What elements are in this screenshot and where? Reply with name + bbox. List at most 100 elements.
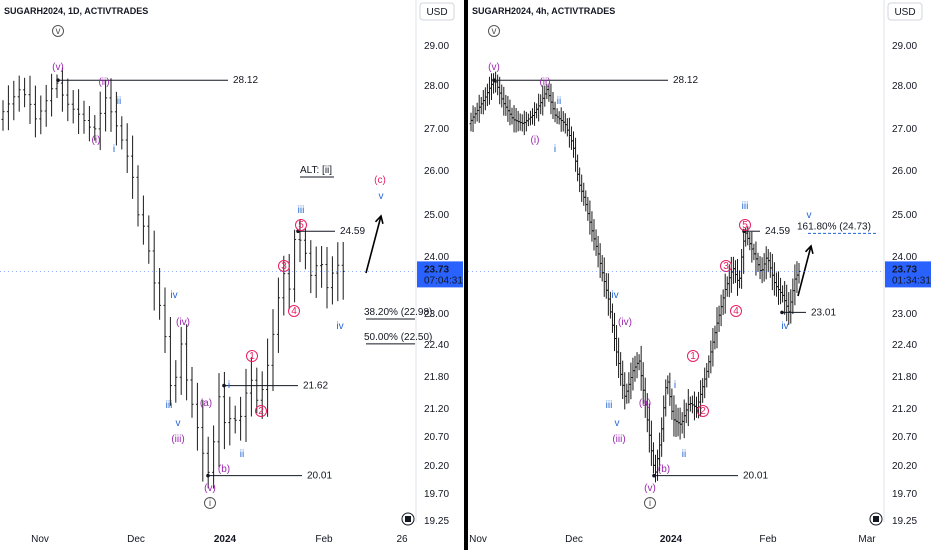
wave-label: (a) [639,398,651,409]
wave-label: (i) [531,135,540,146]
ohlc-bar [535,103,539,119]
last-price-countdown: 01:34:31 [892,275,931,286]
ohlc-bar [795,261,799,293]
ohlc-bar [596,235,600,268]
wave-label: 5 [742,220,748,231]
ohlc-bar [709,340,713,374]
ohlc-bar [533,102,537,126]
ohlc-bar [621,360,625,400]
ohlc-bar [543,85,547,107]
x-tick-label: Dec [565,534,583,545]
ohlc-bar [282,255,286,316]
y-tick-label: 27.00 [892,124,917,135]
currency-label: USD [894,7,915,18]
ohlc-bar [266,338,270,417]
ohlc-bar [649,420,653,466]
level-label: 24.59 [765,226,790,237]
ohlc-bar [793,264,797,306]
ohlc-bar [666,375,670,395]
ohlc-bar [490,73,493,101]
ohlc-bar [738,270,742,289]
wave-label: (a) [200,398,212,409]
ohlc-bar [631,357,635,391]
ohlc-bar [774,272,778,297]
ohlc-bar [664,379,668,417]
chart-panel-1d[interactable]: USD SUGARH2024, 1D, ACTIVTRADES 29.00 28.00… [0,0,464,550]
y-tick-label: 28.00 [424,81,449,92]
ohlc-bar [748,231,752,251]
wave-label: ii [117,96,121,107]
ohlc-bar [576,154,580,182]
chart-svg-right[interactable]: USD SUGARH2024, 4h, ACTIVTRADES 29.00 28.00… [468,0,932,550]
ohlc-bar [742,228,746,274]
ohlc-bar [758,256,762,280]
ohlc-bar [506,96,510,122]
level-anchor-dot [56,78,60,82]
wave-label: iv [781,321,788,332]
wave-label: (v) [204,483,216,494]
y-tick-label: 28.00 [892,81,917,92]
ohlc-bar [705,363,709,388]
ohlc-bar [625,383,629,404]
wave-label: v [807,210,812,221]
ohlc-bar [44,84,48,127]
wave-label: (ii) [539,77,550,88]
ohlc-bar [244,368,248,442]
ohlc-bar [217,373,221,468]
level-label: 20.01 [307,471,332,482]
ohlc-bar [498,76,502,105]
chart-svg-left[interactable]: USD SUGARH2024, 1D, ACTIVTRADES 29.00 28.00… [0,0,464,550]
ohlc-bar [541,85,545,116]
x-tick-label: Nov [469,534,487,545]
ohlc-bar [555,108,559,124]
wave-label: (v) [52,62,64,73]
y-tick-label: 21.20 [892,404,917,415]
ohlc-bar [1,100,5,131]
wave-label-circle [697,405,709,417]
ohlc-bar [551,92,555,120]
wave-label: i [113,144,115,155]
ohlc-bar [320,245,324,288]
chart-panel-4h[interactable]: USD SUGARH2024, 4h, ACTIVTRADES 29.00 28.00… [468,0,932,550]
wave-label: iii [742,201,749,212]
y-tick-label: 20.70 [424,432,449,443]
ohlc-bar [512,105,516,133]
ohlc-bar [104,80,108,132]
wave-label-circle [288,305,300,317]
ohlc-bar [703,367,707,399]
y-tick-label: 22.40 [892,340,917,351]
wave-label-circle [255,405,267,417]
ohlc-bar [557,111,561,125]
ohlc-bar [582,182,586,206]
ohlc-bar [723,273,727,314]
y-tick-label: 19.70 [892,489,917,500]
ohlc-bar [707,355,711,378]
last-price-badge [885,261,931,288]
currency-button[interactable] [419,2,455,21]
wave-label-circle [687,350,699,362]
ohlc-bar [190,366,194,418]
y-tick-label: 29.00 [424,41,449,52]
ohlc-bar [629,362,633,400]
ohlc-bar [682,399,686,439]
ohlc-bar [477,94,481,123]
ohlc-bar [789,289,793,324]
x-tick-label: 26 [396,534,408,545]
ohlc-bar [561,111,565,132]
wave-label: 3 [723,261,729,272]
ohlc-bar [239,396,243,441]
ohlc-bar [524,111,528,132]
level-anchor-dot [206,473,210,478]
ohlc-bar [674,404,678,437]
currency-button[interactable] [887,2,923,21]
ohlc-bar [606,273,610,316]
panel-divider[interactable] [464,0,468,550]
level-label: 28.12 [673,75,698,86]
ohlc-bar [764,246,768,280]
x-tick-label: Mar [858,534,876,545]
ohlc-bar [586,196,590,221]
ohlc-bar [314,246,318,298]
ohlc-bar [510,107,514,125]
ohlc-bar [485,83,489,107]
ohlc-bar [787,292,791,325]
